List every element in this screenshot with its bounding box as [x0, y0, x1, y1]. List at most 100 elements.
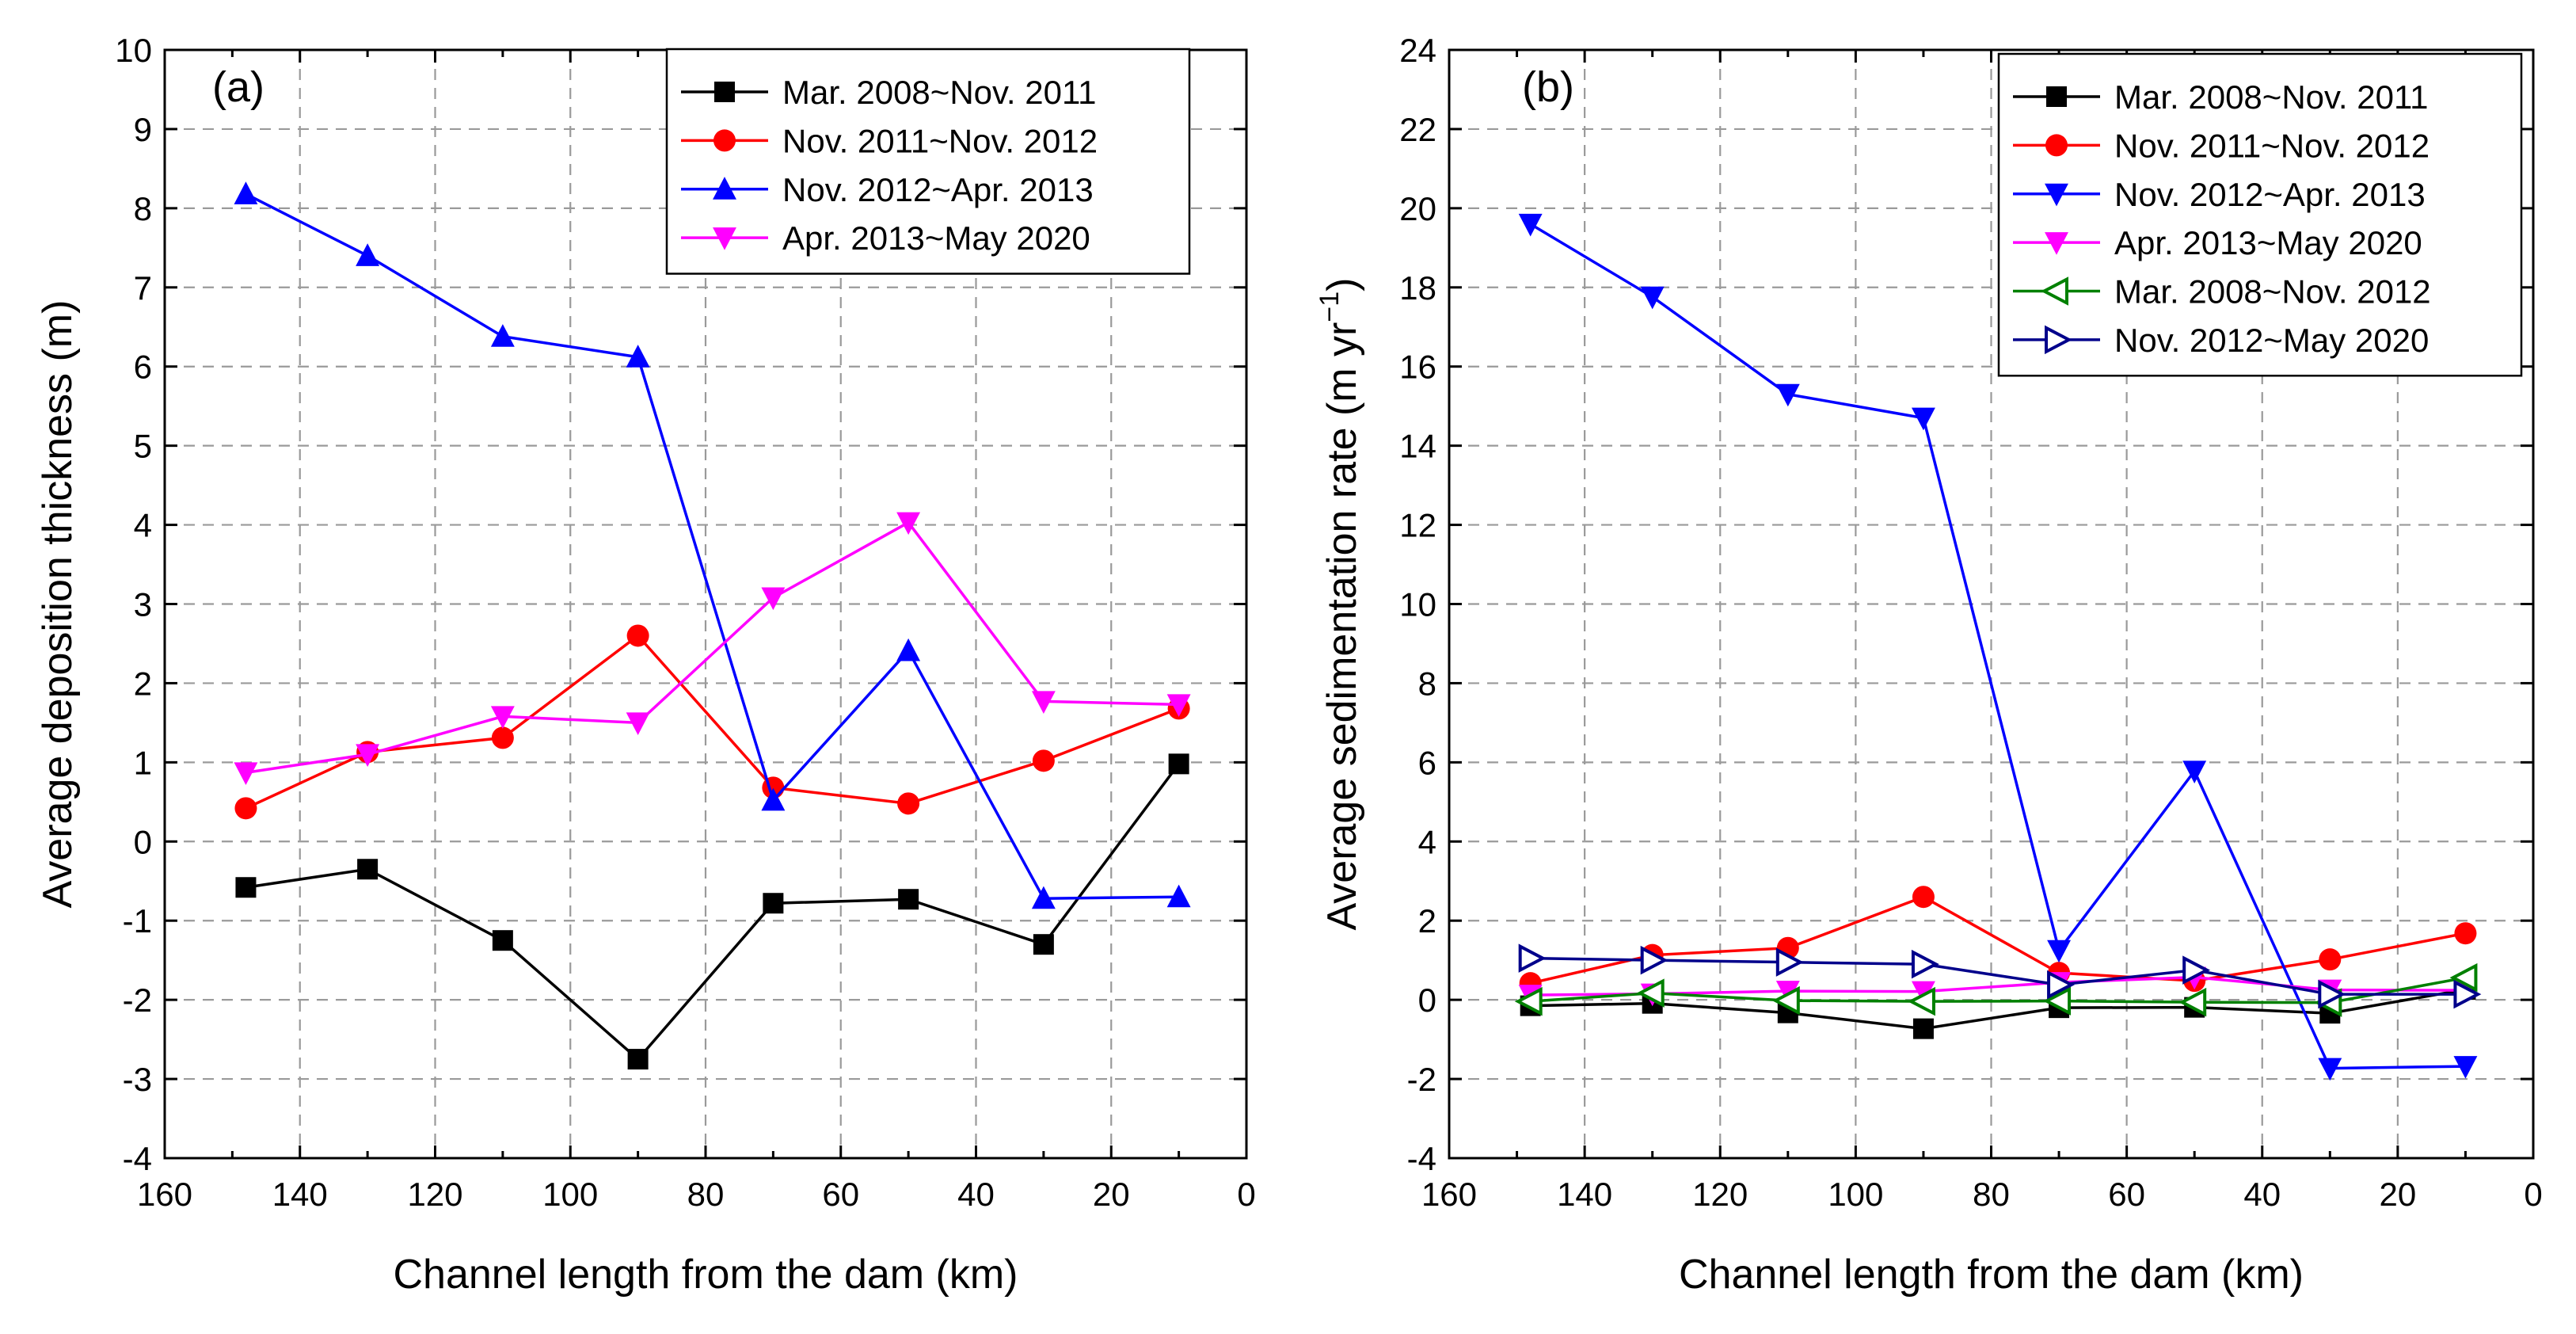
- series-line: [1530, 895, 2466, 985]
- data-point: [1518, 213, 1543, 237]
- y-tick-label: 12: [1399, 507, 1436, 544]
- y-axis-title-main: Average deposition thickness (m): [35, 300, 81, 909]
- x-tick-label: 120: [1692, 1176, 1748, 1213]
- legend: Mar. 2008~Nov. 2011 Nov. 2011~Nov. 2012 No…: [1997, 52, 2523, 377]
- data-point: [2043, 986, 2072, 1016]
- data-point: [1912, 886, 1935, 909]
- y-tick-label: 20: [1399, 190, 1436, 227]
- legend-marker: [2045, 183, 2068, 207]
- data-point: [761, 787, 786, 811]
- data-point: [1911, 981, 1935, 1004]
- data-point: [1033, 934, 1054, 955]
- series-line: [1530, 976, 2466, 1004]
- series-2: [234, 624, 1190, 820]
- data-point: [1775, 947, 1804, 977]
- y-tick-label: 22: [1399, 111, 1436, 148]
- legend-marker: [713, 227, 736, 250]
- x-tick-label: 60: [2108, 1176, 2145, 1213]
- y-tick-label: 8: [134, 190, 152, 227]
- data-point: [2182, 760, 2207, 783]
- data-point: [1911, 949, 1939, 979]
- y-tick-label: 10: [1399, 586, 1436, 623]
- x-tick-label: 140: [1557, 1176, 1612, 1213]
- data-point: [2047, 970, 2075, 1000]
- data-point: [626, 624, 649, 647]
- data-point: [627, 1049, 649, 1070]
- series-line: [1530, 956, 2466, 996]
- legend-label: Nov. 2011~Nov. 2012: [2114, 127, 2430, 164]
- data-point: [1166, 694, 1191, 718]
- y-tick-label: 24: [1399, 32, 1436, 69]
- data-point: [2454, 922, 2477, 945]
- x-tick-label: 100: [542, 1176, 598, 1213]
- legend-label: Nov. 2012~Apr. 2013: [782, 171, 1094, 208]
- legend-label: Apr. 2013~May 2020: [2114, 224, 2422, 261]
- y-tick-label: 0: [134, 823, 152, 860]
- legend-marker: [713, 129, 736, 152]
- data-point: [1636, 978, 1665, 1008]
- x-tick-label: 160: [137, 1176, 192, 1213]
- x-tick-label: 0: [2524, 1176, 2542, 1213]
- data-point: [234, 762, 258, 785]
- data-point: [898, 889, 919, 910]
- series-1: [235, 753, 1189, 1070]
- y-tick-label: 14: [1399, 428, 1436, 465]
- data-point: [626, 345, 650, 368]
- data-point: [1911, 407, 1935, 431]
- data-point: [1775, 383, 1800, 407]
- y-axis-title-end: ): [1319, 278, 1365, 292]
- y-tick-label: 5: [134, 428, 152, 465]
- series-4: [234, 512, 1191, 785]
- y-axis-title: Average sedimentation rate (m yr−1): [1315, 278, 1365, 931]
- y-tick-label: -3: [123, 1061, 152, 1098]
- data-point: [761, 587, 786, 611]
- panel-label: (b): [1522, 63, 1574, 111]
- x-tick-label: 40: [2243, 1176, 2281, 1213]
- y-tick-label: 4: [134, 507, 152, 544]
- legend-marker: [2045, 325, 2072, 355]
- y-tick-label: 2: [134, 665, 152, 702]
- series-line: [245, 763, 1181, 1061]
- series-line: [1530, 988, 2466, 1031]
- x-tick-label: 80: [1973, 1176, 2010, 1213]
- y-tick-label: 6: [1418, 744, 1436, 781]
- legend-label: Nov. 2012~May 2020: [2114, 322, 2429, 359]
- legend-marker: [2045, 232, 2068, 255]
- y-tick-label: 10: [115, 32, 152, 69]
- y-tick-label: 8: [1418, 665, 1436, 702]
- y-tick-label: 0: [1418, 981, 1436, 1019]
- data-point: [2453, 1056, 2478, 1079]
- y-tick-label: 16: [1399, 349, 1436, 386]
- x-tick-label: 120: [407, 1176, 462, 1213]
- data-point: [490, 324, 515, 347]
- data-point: [2319, 948, 2342, 971]
- legend-marker: [2041, 276, 2068, 306]
- y-tick-label: 2: [1418, 902, 1436, 940]
- legend: Mar. 2008~Nov. 2011 Nov. 2011~Nov. 2012 No…: [665, 48, 1191, 275]
- y-tick-label: 4: [1418, 823, 1436, 860]
- legend-marker: [2046, 86, 2067, 107]
- data-point: [356, 243, 380, 266]
- data-point: [356, 744, 380, 767]
- panel-label: (a): [212, 63, 264, 111]
- series-line: [245, 634, 1180, 810]
- y-tick-label: 18: [1399, 269, 1436, 307]
- x-axis-title: Channel length from the dam (km): [393, 1252, 1018, 1298]
- data-point: [234, 181, 258, 204]
- data-point: [1912, 1018, 1934, 1039]
- data-point: [490, 706, 515, 729]
- data-point: [492, 930, 513, 951]
- y-tick-label: 3: [134, 586, 152, 623]
- data-point: [1166, 884, 1191, 908]
- data-point: [2178, 987, 2207, 1017]
- legend-label: Nov. 2011~Nov. 2012: [782, 122, 1098, 159]
- legend-label: Mar. 2008~Nov. 2012: [2114, 273, 2431, 311]
- y-tick-label: -2: [1407, 1061, 1436, 1098]
- series-2: [1519, 886, 2477, 995]
- data-point: [763, 893, 784, 914]
- series-5: [1514, 962, 2478, 1017]
- data-point: [2449, 962, 2478, 993]
- y-tick-label: -4: [1407, 1140, 1436, 1177]
- data-point: [1518, 943, 1547, 973]
